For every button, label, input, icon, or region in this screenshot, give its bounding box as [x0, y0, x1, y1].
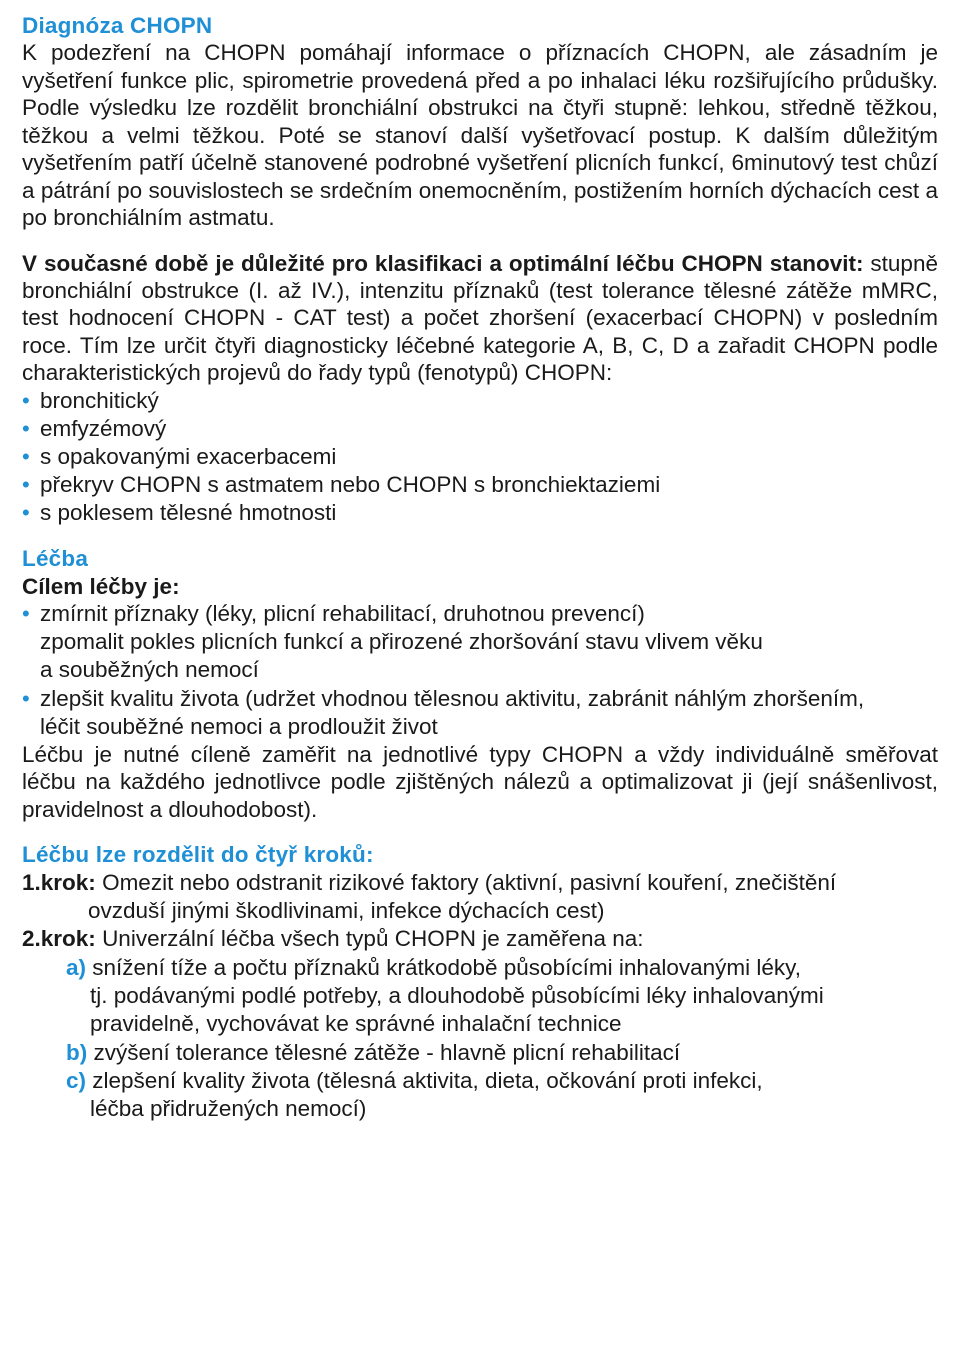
ab-label: b): [66, 1040, 87, 1065]
paragraph-lecba-tail: Léčbu je nutné cíleně zaměřit na jednotl…: [22, 741, 938, 823]
list-item-text: zlepšit kvalitu života (udržet vhodnou t…: [40, 686, 864, 711]
list-item-cont: a souběžných nemocí: [40, 656, 938, 684]
section-title-lecba: Léčba: [22, 545, 938, 572]
step: 2.krok: Univerzální léčba všech typů CHO…: [22, 925, 938, 953]
list-item: emfyzémový: [22, 415, 938, 443]
list-item-cont: léčit souběžné nemoci a prodloužit život: [40, 713, 938, 741]
section-title-kroky: Léčbu lze rozdělit do čtyř kroků:: [22, 841, 938, 868]
step-cont: ovzduší jinými škodlivinami, infekce dýc…: [22, 897, 938, 925]
paragraph-diagnoza: K podezření na CHOPN pomáhají informace …: [22, 39, 938, 231]
phenotype-list: bronchitický emfyzémový s opakovanými ex…: [22, 387, 938, 528]
step-label: 2.krok:: [22, 926, 96, 951]
steps-block: 1.krok: Omezit nebo odstranit rizikové f…: [22, 869, 938, 954]
ab-list: a) snížení tíže a počtu příznaků krátkod…: [22, 954, 938, 1124]
ab-label: c): [66, 1068, 86, 1093]
ab-item: b) zvýšení tolerance tělesné zátěže - hl…: [66, 1039, 938, 1067]
ab-cont: léčba přidružených nemocí): [90, 1095, 938, 1123]
list-item-text: s opakovanými exacerbacemi: [40, 444, 336, 469]
section-title-diagnoza: Diagnóza CHOPN: [22, 12, 938, 39]
list-item: zlepšit kvalitu života (udržet vhodnou t…: [22, 685, 938, 741]
list-item: zmírnit příznaky (léky, plicní rehabilit…: [22, 600, 938, 684]
ab-item: c) zlepšení kvality života (tělesná akti…: [66, 1067, 938, 1095]
list-item: překryv CHOPN s astmatem nebo CHOPN s br…: [22, 471, 938, 499]
ab-label: a): [66, 955, 86, 980]
step-text: Univerzální léčba všech typů CHOPN je za…: [102, 926, 644, 951]
list-item-cont: zpomalit pokles plicních funkcí a přiroz…: [40, 628, 938, 656]
goals-list: zmírnit příznaky (léky, plicní rehabilit…: [22, 600, 938, 741]
lead-klasifikace: V současné době je důležité pro klasifik…: [22, 251, 863, 276]
list-item-text: bronchitický: [40, 388, 159, 413]
list-item-text: emfyzémový: [40, 416, 166, 441]
ab-cont: pravidelně, vychovávat ke správné inhala…: [90, 1010, 938, 1038]
subheading-cilem: Cílem léčby je:: [22, 573, 938, 600]
paragraph-klasifikace: V současné době je důležité pro klasifik…: [22, 250, 938, 387]
list-item-text: s poklesem tělesné hmotnosti: [40, 500, 336, 525]
step: 1.krok: Omezit nebo odstranit rizikové f…: [22, 869, 938, 897]
list-item: s poklesem tělesné hmotnosti: [22, 499, 938, 527]
ab-text: zvýšení tolerance tělesné zátěže - hlavn…: [94, 1040, 681, 1065]
step-text: Omezit nebo odstranit rizikové faktory (…: [102, 870, 836, 895]
list-item: s opakovanými exacerbacemi: [22, 443, 938, 471]
list-item: bronchitický: [22, 387, 938, 415]
step-label: 1.krok:: [22, 870, 96, 895]
ab-cont: tj. podávanými podlé potřeby, a dlouhodo…: [90, 982, 938, 1010]
ab-text: zlepšení kvality života (tělesná aktivit…: [92, 1068, 762, 1093]
ab-item: a) snížení tíže a počtu příznaků krátkod…: [66, 954, 938, 982]
ab-text: snížení tíže a počtu příznaků krátkodobě…: [92, 955, 801, 980]
list-item-text: zmírnit příznaky (léky, plicní rehabilit…: [40, 601, 645, 626]
list-item-text: překryv CHOPN s astmatem nebo CHOPN s br…: [40, 472, 660, 497]
